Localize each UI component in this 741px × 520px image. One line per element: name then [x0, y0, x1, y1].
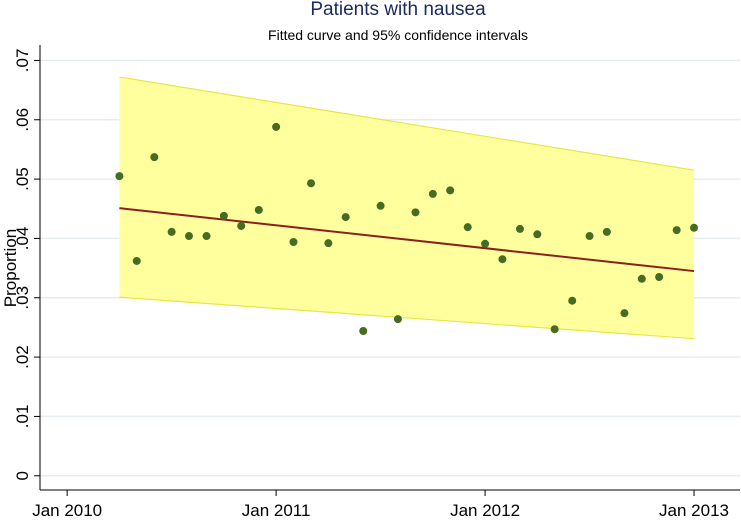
y-tick-label: .04	[13, 227, 32, 251]
y-tick-label: .06	[13, 108, 32, 132]
data-point	[341, 213, 350, 222]
chart-title: Patients with nausea	[310, 0, 486, 20]
data-point	[568, 296, 577, 305]
data-point	[307, 179, 316, 188]
data-point	[393, 315, 402, 324]
confidence-band	[119, 77, 695, 339]
data-point	[498, 255, 507, 264]
y-tick-label: .01	[13, 405, 32, 429]
y-axis-label: Proportion	[1, 229, 20, 307]
data-point	[602, 227, 611, 236]
x-tick-label: Jan 2011	[242, 501, 311, 520]
data-point	[184, 232, 193, 241]
data-point	[324, 239, 333, 248]
fitted-line	[119, 207, 695, 273]
data-point	[376, 201, 385, 210]
y-tick-label: 0	[13, 471, 32, 480]
x-tick-label: Jan 2010	[32, 501, 102, 520]
data-point	[411, 208, 420, 217]
data-point	[481, 239, 490, 248]
data-point	[655, 272, 664, 281]
data-point	[359, 326, 368, 335]
data-point	[150, 153, 159, 162]
data-point	[202, 232, 211, 241]
data-point	[515, 224, 524, 233]
y-tick-label: .02	[13, 345, 32, 369]
ci-lower	[119, 296, 695, 340]
data-point	[550, 325, 559, 334]
data-point	[272, 122, 281, 131]
y-tick-label: .07	[13, 49, 32, 73]
data-point	[254, 205, 263, 214]
data-point	[672, 226, 681, 235]
data-point	[167, 227, 176, 236]
y-tick-label: .03	[13, 286, 32, 310]
x-tick-label: Jan 2012	[450, 501, 520, 520]
data-point	[219, 211, 228, 220]
data-point	[289, 237, 298, 246]
chart-subtitle: Fitted curve and 95% confidence interval…	[268, 27, 528, 43]
data-point	[115, 172, 124, 181]
data-point	[690, 223, 699, 232]
data-point	[637, 274, 646, 283]
data-point	[533, 230, 542, 239]
data-point	[585, 232, 594, 241]
data-point	[463, 223, 472, 232]
data-point	[428, 189, 437, 198]
x-tick-label: Jan 2013	[659, 501, 729, 520]
data-point	[620, 309, 629, 318]
data-point	[446, 186, 455, 195]
data-point	[237, 221, 246, 230]
data-point	[132, 256, 141, 265]
ci-upper	[119, 76, 695, 171]
y-tick-label: .05	[13, 167, 32, 191]
